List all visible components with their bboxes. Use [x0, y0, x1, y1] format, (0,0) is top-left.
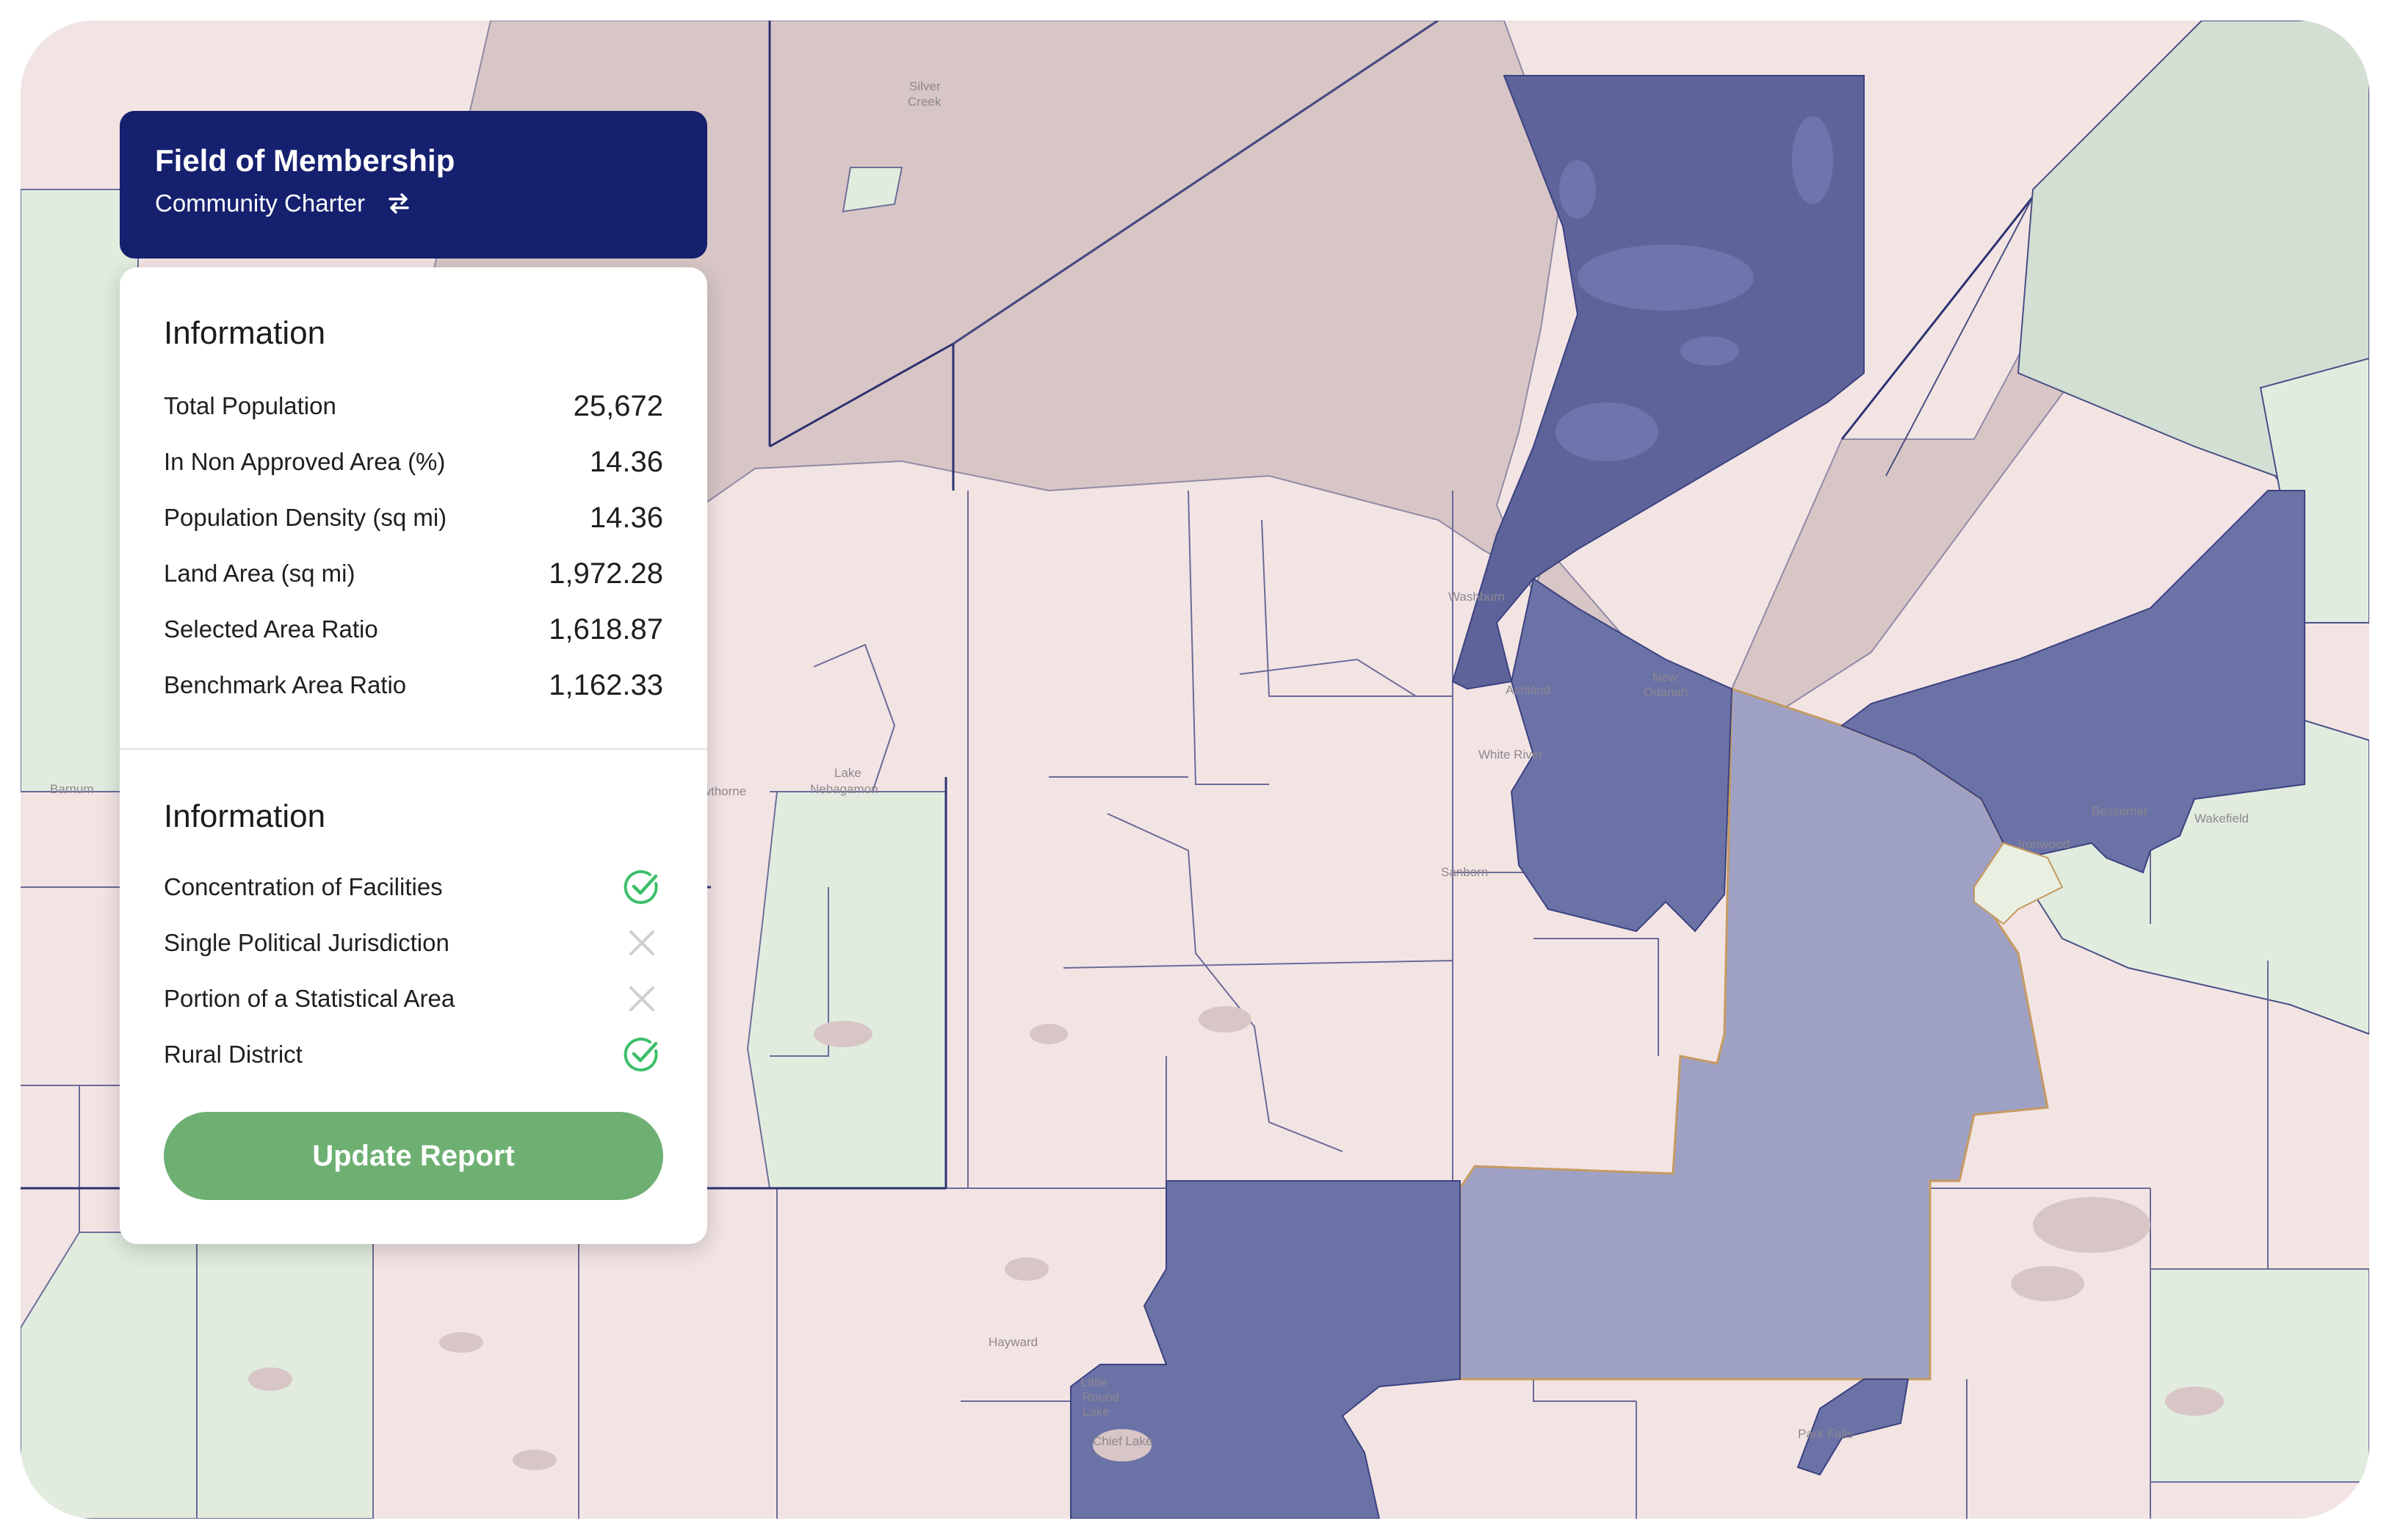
check-circle-icon	[622, 1035, 662, 1074]
metric-label: In Non Approved Area (%)	[164, 448, 446, 475]
svg-text:Wakefield: Wakefield	[2194, 811, 2249, 825]
header-title: Field of Membership	[155, 143, 455, 178]
check-circle-icon	[622, 867, 662, 907]
svg-text:Washburn: Washburn	[1448, 590, 1505, 604]
svg-text:Ironwood: Ironwood	[2018, 837, 2070, 851]
map-frame: Silver Creek Washburn Ashland New Odanah…	[21, 21, 2369, 1519]
green-land-mid	[746, 791, 947, 1189]
section-divider	[120, 748, 707, 750]
svg-text:Chief Lake: Chief Lake	[1093, 1434, 1152, 1448]
svg-text:Little: Little	[1081, 1375, 1108, 1389]
svg-text:Lake: Lake	[1083, 1405, 1110, 1419]
metric-label: Land Area (sq mi)	[164, 560, 355, 587]
criteria-label: Rural District	[164, 1041, 303, 1068]
svg-text:Sanborn: Sanborn	[1441, 865, 1488, 879]
svg-text:New: New	[1652, 670, 1678, 684]
metric-row: Benchmark Area Ratio 1,162.33	[164, 663, 663, 707]
region-dark-east	[1840, 490, 2305, 874]
charter-selector[interactable]: Community Charter	[155, 187, 672, 220]
metrics-section-title: Information	[164, 315, 326, 351]
x-icon	[622, 923, 662, 963]
svg-text:Ashland: Ashland	[1506, 683, 1550, 697]
svg-text:Round: Round	[1083, 1390, 1119, 1404]
metric-value: 1,972.28	[549, 557, 663, 590]
metric-value: 14.36	[589, 445, 663, 478]
svg-text:Lake: Lake	[834, 766, 861, 780]
metric-value: 14.36	[589, 501, 663, 534]
metric-label: Benchmark Area Ratio	[164, 671, 407, 698]
criteria-label: Concentration of Facilities	[164, 873, 443, 900]
metric-label: Total Population	[164, 392, 336, 419]
update-report-button[interactable]: Update Report	[164, 1112, 663, 1200]
svg-text:Odanah: Odanah	[1644, 685, 1688, 699]
svg-text:Creek: Creek	[908, 95, 942, 109]
metric-row: Selected Area Ratio 1,618.87	[164, 607, 663, 651]
metric-row: Land Area (sq mi) 1,972.28	[164, 552, 663, 596]
criteria-section-title: Information	[164, 798, 326, 834]
criteria-row: Concentration of Facilities	[164, 865, 663, 909]
svg-text:Nebagamon: Nebagamon	[810, 782, 878, 796]
charter-type-label: Community Charter	[155, 189, 366, 217]
svg-text:Silver: Silver	[909, 79, 941, 93]
field-of-membership-header: Field of Membership Community Charter	[120, 111, 707, 259]
criteria-row: Rural District	[164, 1033, 663, 1077]
criteria-label: Single Political Jurisdiction	[164, 929, 449, 956]
metric-row: In Non Approved Area (%) 14.36	[164, 440, 663, 484]
svg-text:Bessemer: Bessemer	[2092, 804, 2148, 818]
criteria-row: Portion of a Statistical Area	[164, 977, 663, 1021]
svg-text:White River: White River	[1478, 748, 1543, 762]
information-panel: Information Total Population 25,672 In N…	[120, 267, 707, 1244]
svg-text:Park Falls: Park Falls	[1798, 1427, 1854, 1441]
metric-label: Population Density (sq mi)	[164, 504, 447, 531]
swap-arrows-icon[interactable]	[384, 189, 413, 218]
svg-text:Hayward: Hayward	[989, 1335, 1038, 1349]
region-dark-south	[1070, 1180, 1461, 1519]
region-dark-mid	[1510, 577, 1733, 933]
metric-value: 25,672	[573, 389, 663, 422]
green-land-se	[2150, 1268, 2369, 1483]
criteria-row: Single Political Jurisdiction	[164, 921, 663, 965]
metric-value: 1,618.87	[549, 612, 663, 646]
metric-row: Total Population 25,672	[164, 384, 663, 428]
metric-value: 1,162.33	[549, 668, 663, 701]
metric-row: Population Density (sq mi) 14.36	[164, 496, 663, 540]
x-icon	[622, 979, 662, 1019]
metric-label: Selected Area Ratio	[164, 615, 378, 643]
svg-text:Barnum: Barnum	[50, 782, 94, 796]
criteria-label: Portion of a Statistical Area	[164, 985, 455, 1012]
